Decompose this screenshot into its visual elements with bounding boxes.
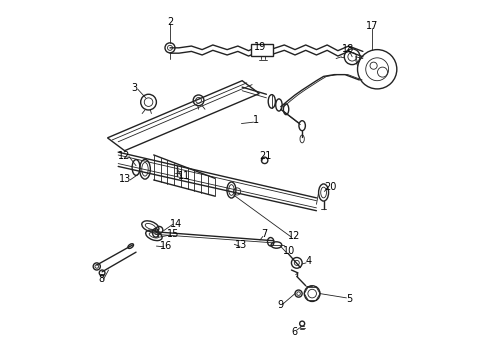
Text: 6: 6 xyxy=(291,327,297,337)
Text: 12: 12 xyxy=(288,231,300,242)
Text: 13: 13 xyxy=(235,240,247,250)
Text: 2: 2 xyxy=(167,17,173,27)
Bar xyxy=(251,44,273,56)
Text: 21: 21 xyxy=(260,151,272,161)
Text: 11: 11 xyxy=(178,171,191,181)
Text: 8: 8 xyxy=(98,274,104,284)
Text: 19: 19 xyxy=(254,42,266,52)
Text: 14: 14 xyxy=(170,219,182,229)
Text: 10: 10 xyxy=(282,246,294,256)
Text: 4: 4 xyxy=(306,256,312,266)
Text: 16: 16 xyxy=(160,241,172,251)
Text: 15: 15 xyxy=(167,229,179,239)
Text: 17: 17 xyxy=(366,21,378,31)
Text: 18: 18 xyxy=(342,44,354,54)
Text: 5: 5 xyxy=(346,294,352,303)
Text: 20: 20 xyxy=(324,182,336,192)
Text: 13: 13 xyxy=(119,174,131,184)
Text: 12: 12 xyxy=(118,151,130,161)
Text: 9: 9 xyxy=(277,300,283,310)
Text: 1: 1 xyxy=(253,115,259,125)
Text: 3: 3 xyxy=(131,83,137,93)
Text: 7: 7 xyxy=(262,229,268,239)
